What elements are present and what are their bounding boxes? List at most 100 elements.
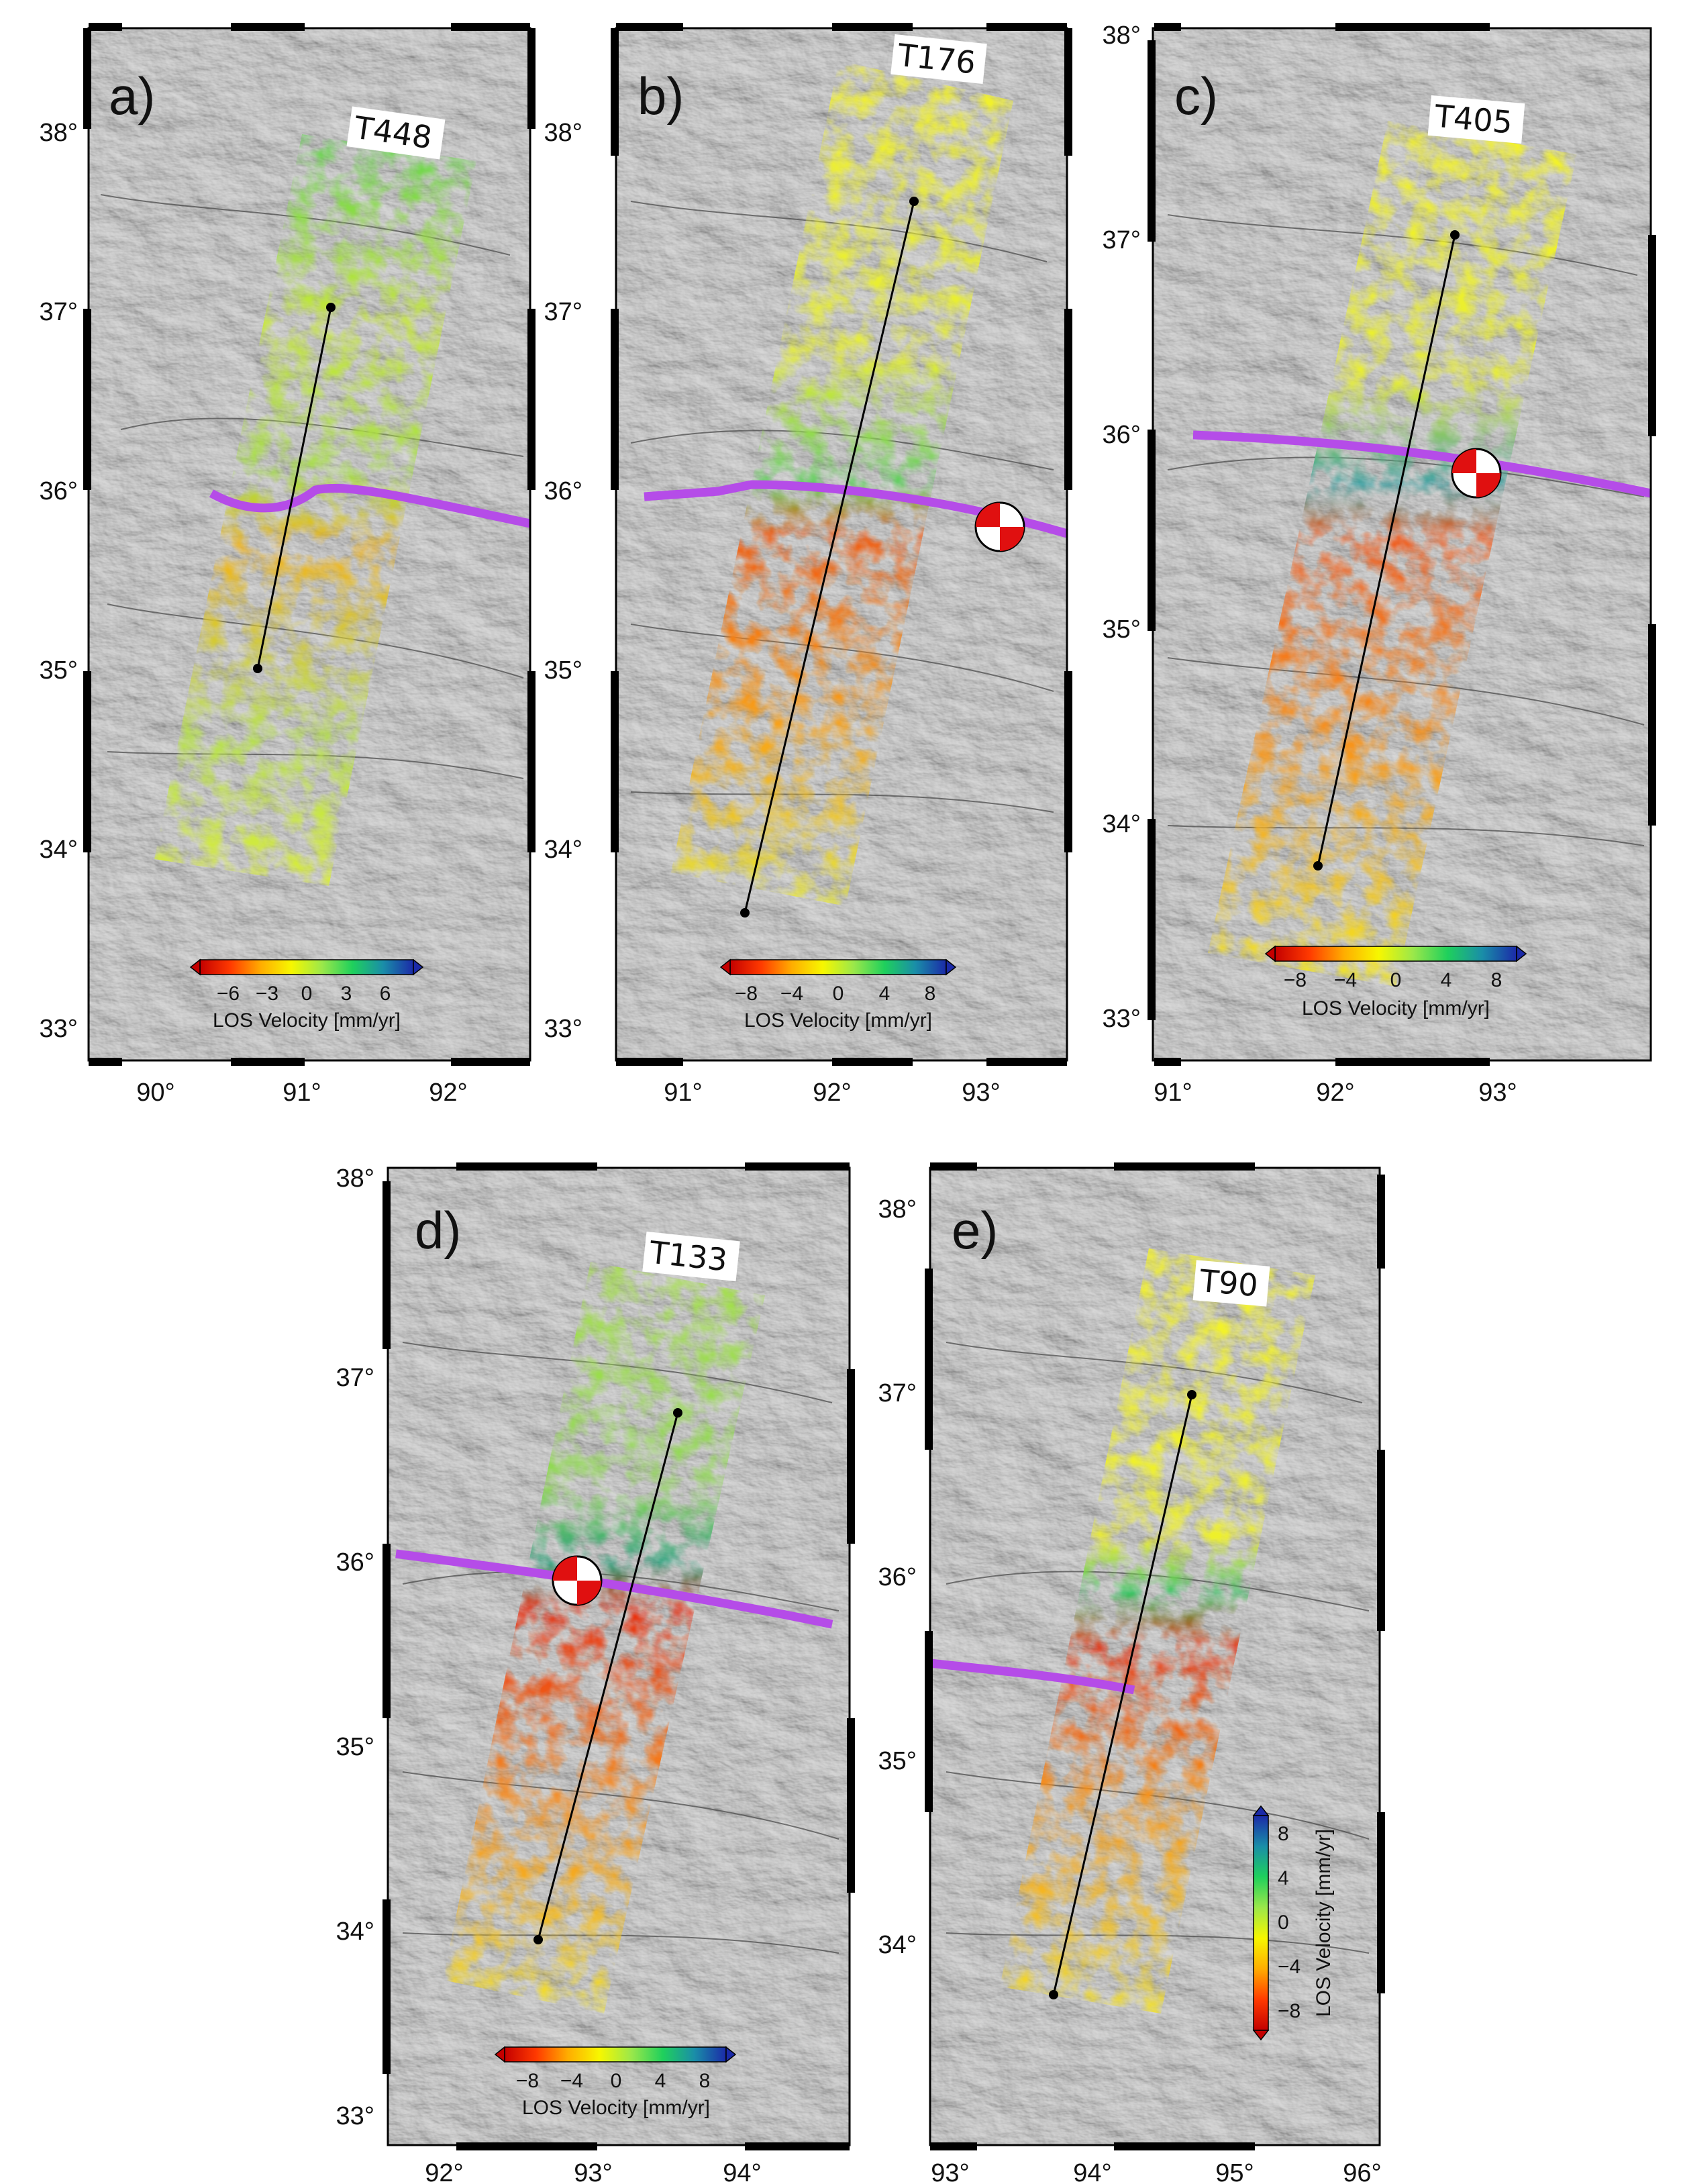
velocity-swath <box>154 134 476 886</box>
profile-start-point <box>1187 1390 1196 1399</box>
lon-tick-labels: 91° 92° 93° <box>1154 1079 1517 1107</box>
panel-c-t405-map: c) T405 −8 −4 0 4 8 LOS Velocity [mm/yr]… <box>1103 21 1656 1107</box>
colorbar-tick-label: −4 <box>1334 969 1357 991</box>
colorbar-tick-label: 6 <box>380 983 391 1005</box>
colorbar-low-arrow <box>1252 2030 1270 2041</box>
velocity-swath <box>671 60 1013 906</box>
lat-tick-labels: 33° 34° 35° 36° 37° 38° <box>40 119 78 1043</box>
colorbar-ramp <box>1253 1815 1269 2031</box>
lat-tick-label: 36° <box>544 477 582 505</box>
lon-tick-label: 92° <box>813 1079 851 1107</box>
lat-tick-label: 35° <box>40 656 78 685</box>
colorbar-title: LOS Velocity [mm/yr] <box>522 2097 710 2119</box>
colorbar-title: LOS Velocity [mm/yr] <box>1302 997 1490 1020</box>
track-label-box <box>346 106 446 160</box>
colorbar-low-arrow <box>1264 945 1276 962</box>
velocity-swath <box>443 1262 765 2014</box>
panel-e-t90-map: e) T90 8 4 0 −4 −8 LOS Velocity [mm/yr] … <box>878 1162 1385 2184</box>
profile-start-point <box>326 303 336 312</box>
profile-end-point <box>1313 861 1323 871</box>
colorbar-tick-label: 3 <box>341 983 352 1005</box>
panel-a-t448-map: a) T448 −6 −3 0 3 6 LOS Velocity [mm/yr]… <box>40 23 536 1107</box>
lat-tick-label: 36° <box>336 1548 374 1577</box>
track-label: T176 <box>896 37 978 81</box>
lon-tick-label: 92° <box>429 1079 467 1107</box>
colorbar-ramp <box>199 959 414 975</box>
panel-label: c) <box>1174 66 1218 126</box>
lat-tick-label: 36° <box>1103 421 1141 449</box>
colorbar: −8 −4 0 4 8 LOS Velocity [mm/yr] <box>494 2046 737 2119</box>
lon-tick-label: 96° <box>1343 2159 1381 2184</box>
lat-tick-label: 34° <box>336 1918 374 1946</box>
map-frame <box>87 27 531 1062</box>
frame-ticks <box>611 23 1072 1066</box>
profile-end-point <box>740 908 750 917</box>
panel-label: a) <box>109 66 155 126</box>
lon-tick-label: 94° <box>723 2159 761 2184</box>
colorbar-tick-label: 8 <box>1491 969 1502 991</box>
beachball-symbol <box>552 1555 603 1606</box>
colorbar-high-arrow <box>725 2046 737 2063</box>
plate-boundary-line <box>209 483 531 528</box>
frame-ticks <box>925 1162 1385 2150</box>
colorbar-tick-label: −4 <box>1278 1956 1301 1978</box>
lat-tick-labels: 34° 35° 36° 37° 38° <box>878 1195 917 1959</box>
frame-ticks <box>83 23 536 1066</box>
track-label-box <box>890 34 987 85</box>
colorbar-tick-label: −6 <box>217 983 240 1005</box>
lat-tick-labels: 33° 34° 35° 36° 37° 38° <box>1103 21 1141 1033</box>
lat-tick-label: 33° <box>544 1015 582 1043</box>
lat-tick-label: 34° <box>544 836 582 864</box>
lat-tick-label: 37° <box>336 1364 374 1392</box>
lon-tick-labels: 93° 94° 95° 96° <box>931 2159 1381 2184</box>
colorbar-tick-label: −8 <box>1278 2000 1301 2022</box>
colorbar-low-arrow <box>189 958 201 976</box>
lat-tick-label: 33° <box>336 2102 374 2130</box>
lon-tick-label: 91° <box>664 1079 702 1107</box>
frame-ticks <box>1148 23 1656 1066</box>
colorbar-tick-label: 4 <box>1441 969 1452 991</box>
colorbar-low-arrow <box>494 2046 505 2063</box>
lat-tick-label: 35° <box>544 656 582 685</box>
profile-line <box>537 1412 679 1940</box>
colorbar-tick-label: −4 <box>780 983 803 1005</box>
colorbar-ramp <box>729 959 947 975</box>
lat-tick-label: 37° <box>878 1379 917 1407</box>
lat-tick-label: 33° <box>40 1015 78 1043</box>
colorbar-tick-label: −8 <box>735 983 758 1005</box>
panel-b-t176-map: b) T176 −8 −4 0 4 8 LOS Velocity [mm/yr]… <box>544 23 1072 1107</box>
lat-tick-label: 34° <box>40 836 78 864</box>
colorbar-high-arrow <box>946 958 957 976</box>
lon-tick-labels: 92° 93° 94° <box>425 2159 761 2184</box>
beachball-symbol <box>1451 448 1502 499</box>
lon-tick-label: 92° <box>425 2159 463 2184</box>
lat-tick-label: 38° <box>40 119 78 147</box>
colorbar-tick-label: 4 <box>655 2070 666 2092</box>
profile-line <box>744 201 915 913</box>
lon-tick-label: 93° <box>931 2159 969 2184</box>
profile-start-point <box>1450 230 1460 240</box>
lat-tick-label: 35° <box>878 1747 917 1775</box>
colorbar-tick-label: 0 <box>611 2070 622 2092</box>
lat-tick-label: 34° <box>1103 810 1141 838</box>
lon-tick-label: 94° <box>1073 2159 1111 2184</box>
profile-end-point <box>253 664 262 673</box>
colorbar-high-arrow <box>1516 945 1527 962</box>
colorbar-tick-label: −3 <box>256 983 278 1005</box>
panel-label: e) <box>952 1201 998 1260</box>
lon-tick-label: 91° <box>1154 1079 1192 1107</box>
lon-tick-label: 95° <box>1215 2159 1254 2184</box>
lon-tick-label: 92° <box>1316 1079 1354 1107</box>
colorbar-tick-label: 0 <box>833 983 844 1005</box>
lat-tick-labels: 33° 34° 35° 36° 37° 38° <box>544 119 582 1043</box>
velocity-swath <box>1208 121 1577 987</box>
colorbar-ramp <box>1274 946 1517 962</box>
lat-tick-label: 37° <box>40 298 78 326</box>
lon-tick-label: 90° <box>136 1079 174 1107</box>
track-label: T90 <box>1198 1262 1260 1303</box>
velocity-swath <box>1000 1248 1315 2014</box>
lat-tick-label: 38° <box>336 1164 374 1193</box>
colorbar-tick-label: 8 <box>925 983 936 1005</box>
colorbar-low-arrow <box>719 958 731 976</box>
